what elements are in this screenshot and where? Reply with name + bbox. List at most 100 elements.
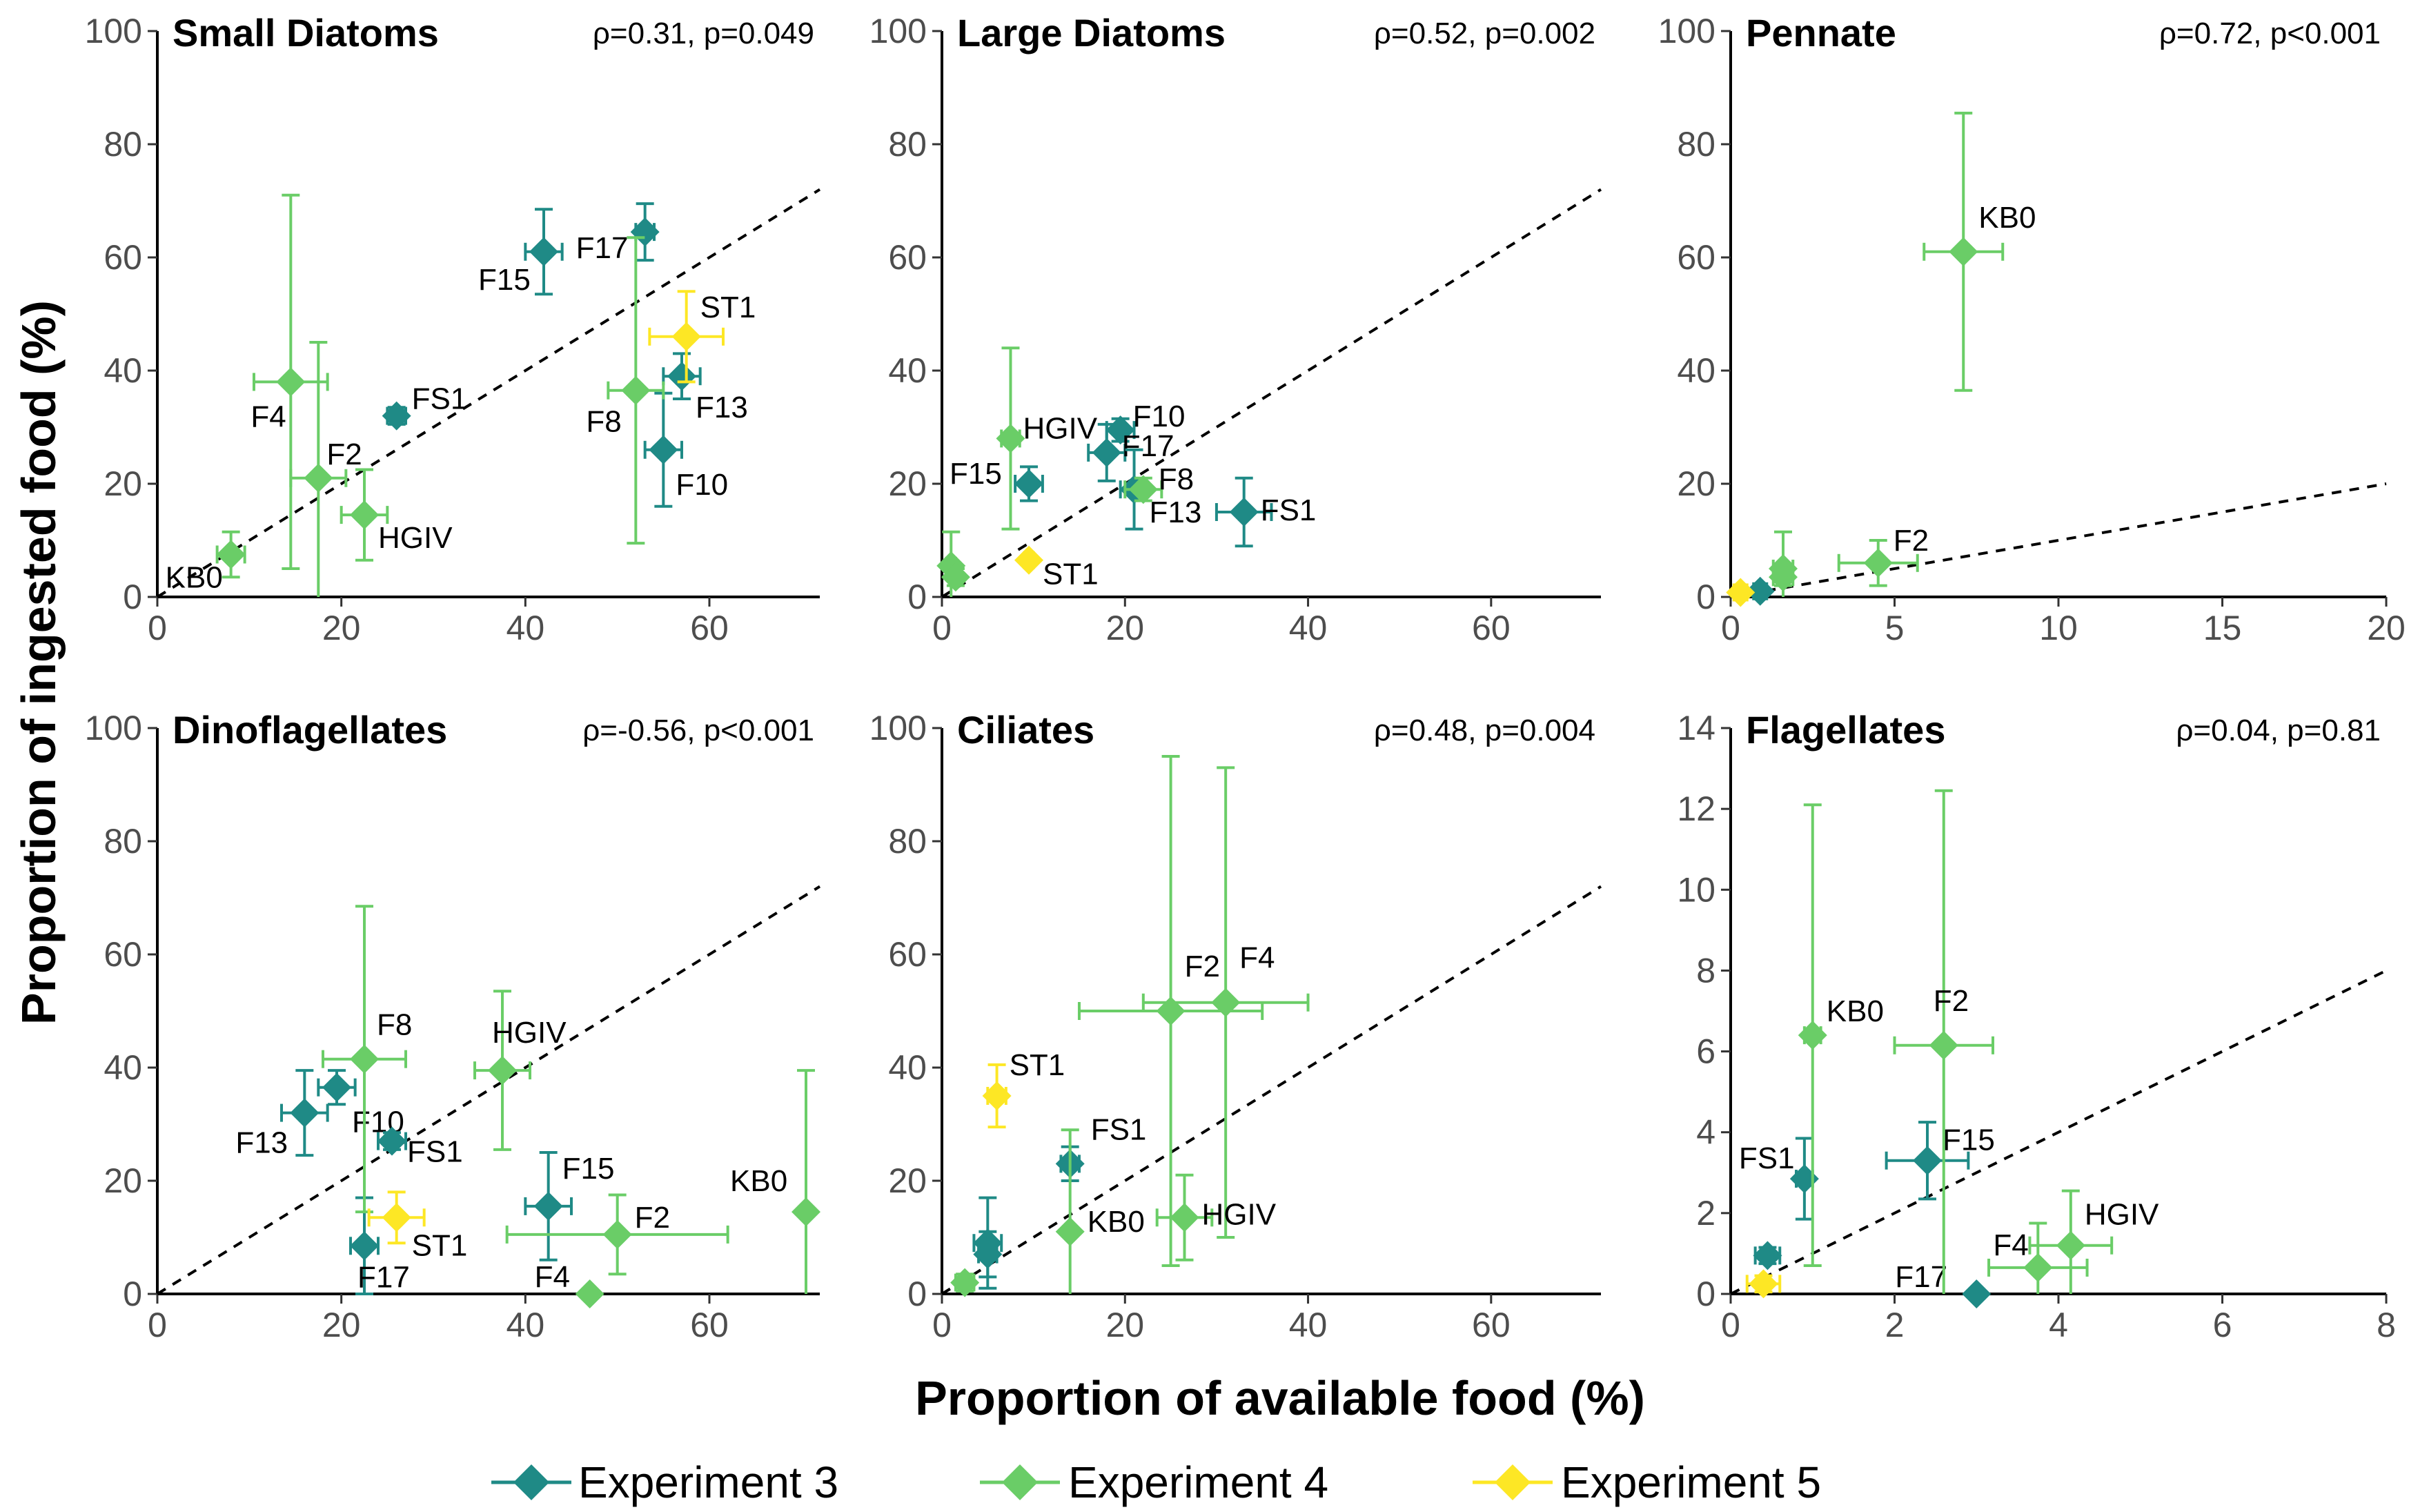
point-label: F15 [950,457,1002,491]
panel-pennate: 0 5 10 15 20 0 20 40 60 80 100 KB0 F2 Pennate ρ=0.72, … [1658,11,2406,647]
data-point: KB0 [1923,111,2036,392]
point-label: HGIV [1201,1197,1276,1231]
y-axis-title: Proportion of ingested food (%) [12,300,66,1025]
point-label: F4 [1239,941,1275,975]
y-tick-label: 20 [104,464,142,503]
y-tick-label: 100 [85,709,142,747]
y-tick-label: 60 [888,238,927,277]
panel-title: Pennate [1746,11,1896,55]
point-label: F10 [676,468,728,502]
data-point: F13 [1119,448,1202,531]
data-point: F4 [535,1260,604,1308]
y-tick-label: 20 [104,1161,142,1200]
data-point: F17 [1087,422,1174,482]
data-point: F4 [1987,1221,2089,1294]
diamond-marker [1745,576,1775,606]
point-label: FS1 [1739,1141,1795,1175]
data-point: HGIV [1155,1173,1277,1261]
data-point: KB0 [166,530,246,595]
panel-stats: ρ=0.72, p<0.001 [2159,17,2381,50]
point-label: F17 [357,1260,410,1294]
panel-title: Small Diatoms [173,11,439,55]
point-label: KB0 [166,561,223,595]
diamond-marker [973,1239,1003,1269]
legend-item-experiment-4: Experiment 4 [980,1457,1328,1507]
panel-stats: ρ=0.31, p=0.049 [593,17,814,50]
x-tick-label: 0 [932,1306,952,1344]
point-label: F13 [235,1126,288,1160]
point-label: F4 [535,1260,570,1294]
y-tick-label: 60 [888,935,927,974]
y-tick-label: 0 [123,1275,142,1313]
y-tick-label: 6 [1696,1032,1715,1071]
diamond-marker [671,322,701,351]
panel-stats: ρ=0.48, p=0.004 [1374,714,1595,747]
diamond-marker [1929,1030,1958,1060]
diamond-marker [1014,469,1044,498]
x-tick-label: 5 [1885,609,1905,647]
reference-line [1730,482,2387,598]
point-label: F2 [326,438,362,471]
diamond-marker [322,1072,351,1102]
panel-flagellates: 0 2 4 6 8 0 2 4 6 8 10 12 14 FS1 F15 F17 KB0 F2 F4 HGIV Flag… [1677,708,2396,1344]
data-point: F17 [576,202,660,265]
legend-marker-diamond-icon [1002,1464,1038,1500]
data-point: KB0 [1798,803,1884,1267]
diamond-marker [350,1044,379,1074]
diamond-marker [621,375,651,405]
x-tick-label: 40 [1289,1306,1328,1344]
data-point: ST1 [1014,545,1099,591]
data-point [1726,578,1756,607]
x-tick-label: 40 [507,609,545,647]
x-tick-label: 0 [1721,1306,1740,1344]
y-tick-label: 14 [1677,709,1715,747]
point-label: F2 [1934,984,1969,1018]
data-point: F2 [1077,755,1264,1267]
diamond-marker [1105,415,1135,445]
point-label: F17 [1122,429,1174,463]
diamond-marker [1211,988,1241,1017]
point-label: F15 [478,263,531,297]
diamond-marker [529,237,558,266]
point-label: F17 [576,231,629,265]
y-tick-label: 100 [1658,12,1715,50]
x-tick-label: 4 [2049,1306,2068,1344]
point-label: F13 [1150,495,1202,529]
diamond-marker [216,540,246,569]
reference-line [941,885,1602,1295]
y-tick-label: 40 [1677,351,1715,390]
x-tick-label: 20 [322,609,361,647]
diamond-marker [649,435,678,464]
x-tick-label: 60 [1472,609,1511,647]
point-label: FS1 [1091,1112,1147,1146]
point-label: ST1 [1043,558,1099,591]
y-tick-label: 0 [123,578,142,616]
data-point: KB0 [730,1069,820,1294]
x-tick-label: 0 [1721,609,1740,647]
point-label: F2 [1185,950,1220,983]
diamond-marker [382,1203,411,1233]
diamond-marker [304,463,333,493]
y-tick-label: 12 [1677,789,1715,828]
x-tick-label: 0 [148,609,167,647]
point-label: KB0 [1827,994,1884,1028]
y-tick-label: 20 [1677,464,1715,503]
diamond-marker [1726,578,1756,607]
x-tick-label: 2 [1885,1306,1905,1344]
data-point: F10 [1105,400,1185,445]
data-point: F17 [349,1196,410,1295]
point-label: F8 [1159,462,1194,496]
y-tick-label: 40 [888,351,927,390]
data-point: F2 [1837,524,1929,587]
y-tick-label: 60 [104,935,142,974]
y-tick-label: 2 [1696,1194,1715,1233]
y-tick-label: 10 [1677,870,1715,909]
data-point: F13 [662,352,748,424]
panel-stats: ρ=-0.56, p<0.001 [582,714,814,747]
diamond-marker [1055,1217,1085,1246]
diamond-marker [1092,438,1121,467]
y-tick-label: 20 [888,1161,927,1200]
y-tick-label: 40 [104,351,142,390]
point-label: HGIV [378,521,453,555]
x-tick-label: 20 [1105,609,1144,647]
